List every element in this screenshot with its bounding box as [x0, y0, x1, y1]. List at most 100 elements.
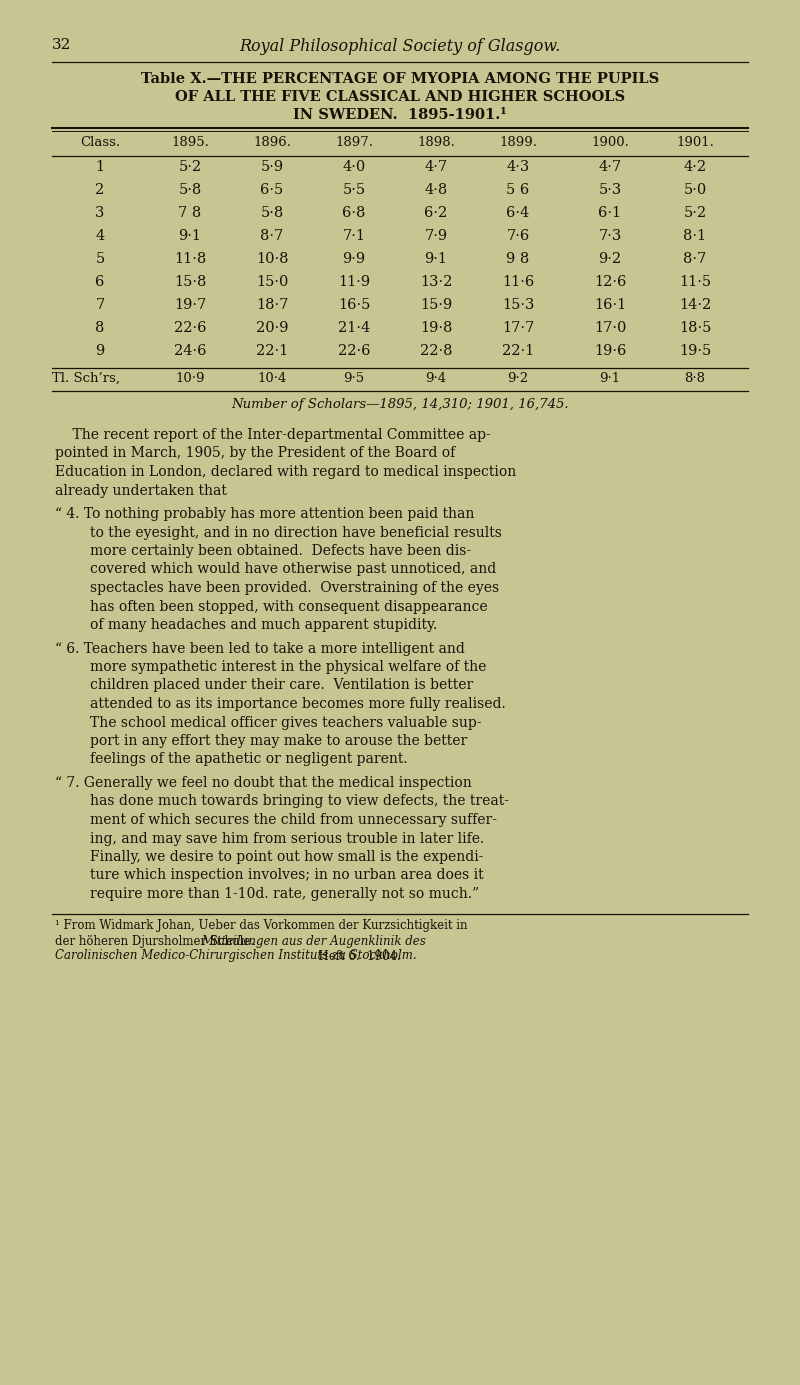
Text: 4·0: 4·0 — [342, 161, 366, 175]
Text: already undertaken that: already undertaken that — [55, 483, 227, 497]
Text: 8: 8 — [95, 321, 105, 335]
Text: 19·8: 19·8 — [420, 321, 452, 335]
Text: “ 4. To nothing probably has more attention been paid than: “ 4. To nothing probably has more attent… — [55, 507, 474, 521]
Text: 6·8: 6·8 — [342, 206, 366, 220]
Text: 7 8: 7 8 — [178, 206, 202, 220]
Text: 8·7: 8·7 — [260, 229, 284, 242]
Text: 1897.: 1897. — [335, 136, 373, 150]
Text: Heft 6.  1904.: Heft 6. 1904. — [311, 950, 401, 963]
Text: 11·5: 11·5 — [679, 276, 711, 289]
Text: 11·9: 11·9 — [338, 276, 370, 289]
Text: 8·1: 8·1 — [683, 229, 706, 242]
Text: 5 6: 5 6 — [506, 183, 530, 197]
Text: 9·4: 9·4 — [426, 373, 446, 385]
Text: 4·3: 4·3 — [506, 161, 530, 175]
Text: attended to as its importance becomes more fully realised.: attended to as its importance becomes mo… — [55, 697, 506, 711]
Text: children placed under their care.  Ventilation is better: children placed under their care. Ventil… — [55, 679, 474, 692]
Text: ¹ From Widmark Johan, Ueber das Vorkommen der Kurzsichtigkeit in: ¹ From Widmark Johan, Ueber das Vorkomme… — [55, 920, 467, 932]
Text: require more than 1-10d. rate, generally not so much.”: require more than 1-10d. rate, generally… — [55, 886, 479, 902]
Text: 1900.: 1900. — [591, 136, 629, 150]
Text: 9·5: 9·5 — [343, 373, 365, 385]
Text: 18·5: 18·5 — [679, 321, 711, 335]
Text: spectacles have been provided.  Overstraining of the eyes: spectacles have been provided. Overstrai… — [55, 580, 499, 596]
Text: 5·8: 5·8 — [178, 183, 202, 197]
Text: more certainly been obtained.  Defects have been dis-: more certainly been obtained. Defects ha… — [55, 544, 471, 558]
Text: 9: 9 — [95, 343, 105, 357]
Text: ing, and may save him from serious trouble in later life.: ing, and may save him from serious troub… — [55, 831, 484, 845]
Text: Tl. Sch’rs,: Tl. Sch’rs, — [52, 373, 120, 385]
Text: 10·4: 10·4 — [258, 373, 286, 385]
Text: 6·5: 6·5 — [260, 183, 284, 197]
Text: 5·0: 5·0 — [683, 183, 706, 197]
Text: pointed in March, 1905, by the President of the Board of: pointed in March, 1905, by the President… — [55, 446, 455, 460]
Text: IN SWEDEN.  1895-1901.¹: IN SWEDEN. 1895-1901.¹ — [293, 108, 507, 122]
Text: to the eyesight, and in no direction have beneficial results: to the eyesight, and in no direction hav… — [55, 525, 502, 540]
Text: 5·8: 5·8 — [260, 206, 284, 220]
Text: 4: 4 — [95, 229, 105, 242]
Text: 1899.: 1899. — [499, 136, 537, 150]
Text: 14·2: 14·2 — [679, 298, 711, 312]
Text: 11·8: 11·8 — [174, 252, 206, 266]
Text: 5·3: 5·3 — [598, 183, 622, 197]
Text: 17·7: 17·7 — [502, 321, 534, 335]
Text: 7·3: 7·3 — [598, 229, 622, 242]
Text: 16·5: 16·5 — [338, 298, 370, 312]
Text: 22·6: 22·6 — [338, 343, 370, 357]
Text: 5·5: 5·5 — [342, 183, 366, 197]
Text: 19·5: 19·5 — [679, 343, 711, 357]
Text: 13·2: 13·2 — [420, 276, 452, 289]
Text: der höheren Djursholmer Schule.: der höheren Djursholmer Schule. — [55, 935, 262, 947]
Text: 24·6: 24·6 — [174, 343, 206, 357]
Text: has done much towards bringing to view defects, the treat-: has done much towards bringing to view d… — [55, 795, 509, 809]
Text: 17·0: 17·0 — [594, 321, 626, 335]
Text: 4·2: 4·2 — [683, 161, 706, 175]
Text: 19·6: 19·6 — [594, 343, 626, 357]
Text: 15·3: 15·3 — [502, 298, 534, 312]
Text: The school medical officer gives teachers valuable sup-: The school medical officer gives teacher… — [55, 716, 482, 730]
Text: of many headaches and much apparent stupidity.: of many headaches and much apparent stup… — [55, 618, 438, 632]
Text: OF ALL THE FIVE CLASSICAL AND HIGHER SCHOOLS: OF ALL THE FIVE CLASSICAL AND HIGHER SCH… — [175, 90, 625, 104]
Text: ture which inspection involves; in no urban area does it: ture which inspection involves; in no ur… — [55, 868, 484, 882]
Text: 5: 5 — [95, 252, 105, 266]
Text: 2: 2 — [95, 183, 105, 197]
Text: 10·9: 10·9 — [175, 373, 205, 385]
Text: 4·7: 4·7 — [598, 161, 622, 175]
Text: 9·1: 9·1 — [178, 229, 202, 242]
Text: ment of which secures the child from unnecessary suffer-: ment of which secures the child from unn… — [55, 813, 497, 827]
Text: 6·1: 6·1 — [598, 206, 622, 220]
Text: 7: 7 — [95, 298, 105, 312]
Text: port in any effort they may make to arouse the better: port in any effort they may make to arou… — [55, 734, 467, 748]
Text: Mitteilungen aus der Augenklinik des: Mitteilungen aus der Augenklinik des — [201, 935, 426, 947]
Text: 15·0: 15·0 — [256, 276, 288, 289]
Text: 6·2: 6·2 — [424, 206, 448, 220]
Text: 1901.: 1901. — [676, 136, 714, 150]
Text: 5·2: 5·2 — [178, 161, 202, 175]
Text: 7·6: 7·6 — [506, 229, 530, 242]
Text: 11·6: 11·6 — [502, 276, 534, 289]
Text: The recent report of the Inter-departmental Committee ap-: The recent report of the Inter-departmen… — [55, 428, 490, 442]
Text: 9·2: 9·2 — [507, 373, 529, 385]
Text: Number of Scholars—1895, 14,310; 1901, 16,745.: Number of Scholars—1895, 14,310; 1901, 1… — [231, 397, 569, 411]
Text: 21·4: 21·4 — [338, 321, 370, 335]
Text: Table X.—THE PERCENTAGE OF MYOPIA AMONG THE PUPILS: Table X.—THE PERCENTAGE OF MYOPIA AMONG … — [141, 72, 659, 86]
Text: 8·7: 8·7 — [683, 252, 706, 266]
Text: 7·1: 7·1 — [342, 229, 366, 242]
Text: 1896.: 1896. — [253, 136, 291, 150]
Text: feelings of the apathetic or negligent parent.: feelings of the apathetic or negligent p… — [55, 752, 408, 766]
Text: 1895.: 1895. — [171, 136, 209, 150]
Text: 22·1: 22·1 — [256, 343, 288, 357]
Text: more sympathetic interest in the physical welfare of the: more sympathetic interest in the physica… — [55, 661, 486, 674]
Text: Carolinischen Medico-Chirurgischen Instituts zu Stockholm.: Carolinischen Medico-Chirurgischen Insti… — [55, 950, 417, 963]
Text: has often been stopped, with consequent disappearance: has often been stopped, with consequent … — [55, 600, 488, 614]
Text: “ 7. Generally we feel no doubt that the medical inspection: “ 7. Generally we feel no doubt that the… — [55, 776, 472, 789]
Text: 7·9: 7·9 — [425, 229, 447, 242]
Text: 12·6: 12·6 — [594, 276, 626, 289]
Text: 1898.: 1898. — [417, 136, 455, 150]
Text: 4·7: 4·7 — [425, 161, 447, 175]
Text: 15·9: 15·9 — [420, 298, 452, 312]
Text: 22·1: 22·1 — [502, 343, 534, 357]
Text: 15·8: 15·8 — [174, 276, 206, 289]
Text: Education in London, declared with regard to medical inspection: Education in London, declared with regar… — [55, 465, 516, 479]
Text: 16·1: 16·1 — [594, 298, 626, 312]
Text: 4·8: 4·8 — [424, 183, 448, 197]
